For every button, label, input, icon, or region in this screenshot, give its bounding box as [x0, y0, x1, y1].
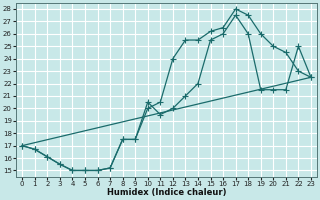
X-axis label: Humidex (Indice chaleur): Humidex (Indice chaleur): [107, 188, 226, 197]
